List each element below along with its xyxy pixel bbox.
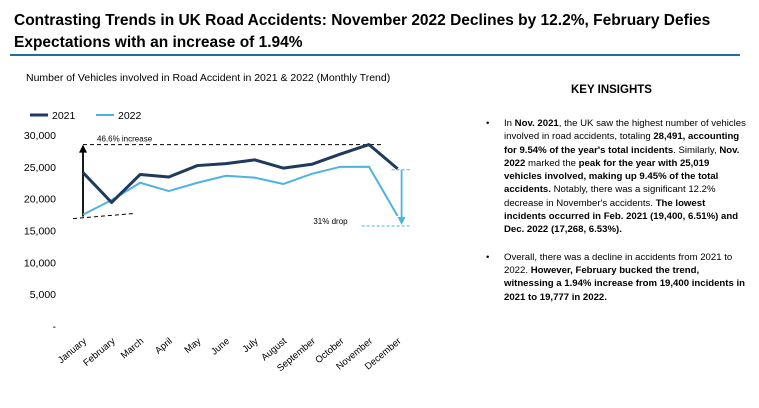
insight-item-1: In Nov. 2021, the UK saw the highest num… <box>484 117 749 237</box>
y-tick-label: 25,000 <box>24 162 56 174</box>
headline-line-2: Expectations with an increase of 1.94% <box>14 34 303 51</box>
annotation-guides: 46.6% increase 31% drop <box>72 135 412 227</box>
legend: 2021 2022 <box>30 110 142 122</box>
line-chart: 2021 2022 - 5,000 10,000 15,000 20,000 25,000 3… <box>24 110 412 375</box>
drop-arrow-head <box>397 217 406 226</box>
drop-annotation: 31% drop <box>313 217 348 226</box>
x-tick-label: June <box>209 336 232 358</box>
guide-low-line <box>72 213 134 220</box>
series-line-2021 <box>81 143 399 204</box>
insights-list: In Nov. 2021, the UK saw the highest num… <box>484 117 749 318</box>
headline-line-1: Contrasting Trends in UK Road Accidents:… <box>14 12 711 29</box>
y-tick-label: 5,000 <box>30 289 56 301</box>
x-tick-label: February <box>81 336 117 369</box>
y-tick-label: 20,000 <box>24 194 56 206</box>
y-tick-label: - <box>53 321 57 333</box>
y-tick-label: 15,000 <box>24 226 56 238</box>
x-tick-label: March <box>119 336 146 361</box>
y-tick-label: 30,000 <box>24 130 56 142</box>
headline: Contrasting Trends in UK Road Accidents:… <box>14 10 734 54</box>
increase-annotation: 46.6% increase <box>97 135 153 144</box>
y-axis: - 5,000 10,000 15,000 20,000 25,000 30,000 <box>24 130 57 333</box>
insights-heading: KEY INSIGHTS <box>571 84 652 96</box>
chart-title: Number of Vehicles involved in Road Acci… <box>26 72 391 84</box>
legend-label-2021: 2021 <box>52 110 76 122</box>
series-line-2022 <box>82 165 399 217</box>
header-rule <box>10 54 740 56</box>
y-tick-label: 10,000 <box>24 257 56 269</box>
x-tick-label: July <box>241 336 261 355</box>
legend-label-2022: 2022 <box>118 110 142 122</box>
x-tick-label: May <box>183 336 204 356</box>
insight-item-2: Overall, there was a decline in accident… <box>484 251 749 304</box>
series-lines <box>81 143 399 217</box>
x-tick-label: April <box>153 336 175 357</box>
increase-arrow-head <box>79 144 87 153</box>
